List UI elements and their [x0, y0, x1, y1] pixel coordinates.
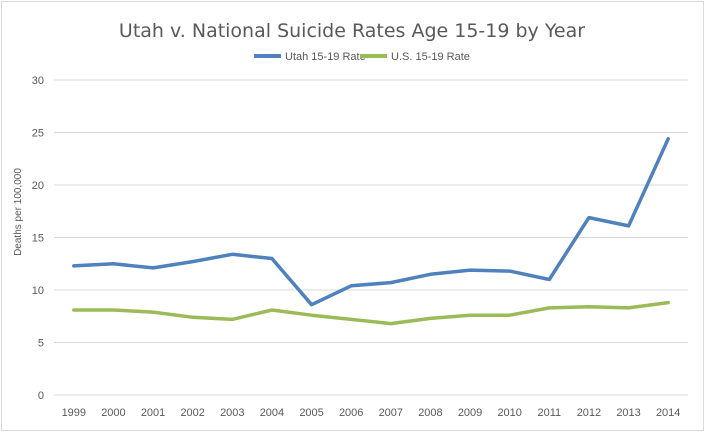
y-tick-label: 15	[32, 233, 44, 245]
utah-data-point	[310, 303, 313, 306]
us-data-point	[389, 322, 393, 325]
x-tick-label: 1999	[62, 407, 86, 419]
utah-data-point	[112, 262, 115, 265]
x-tick-label: 2011	[537, 407, 561, 419]
x-tick-labels: 1999 2000 2001 2002 2003 2004 2005 2006 2007 2008…	[62, 407, 681, 419]
y-tick-label: 30	[32, 75, 44, 87]
utah-data-point	[270, 257, 274, 260]
us-data-point	[112, 308, 115, 312]
y-tick-label: 20	[32, 180, 44, 192]
series-line-utah	[72, 137, 670, 307]
us-data-point	[231, 318, 234, 321]
x-tick-label: 2014	[656, 407, 680, 419]
y-tick-label: 25	[32, 128, 44, 140]
us-data-point	[151, 310, 155, 314]
chart-title: Utah v. National Suicide Rates Age 15-19…	[119, 20, 585, 42]
utah-data-point	[627, 224, 630, 228]
utah-data-point	[389, 281, 393, 284]
utah-data-point	[429, 273, 432, 276]
x-tick-label: 2001	[141, 407, 165, 419]
utah-data-point	[587, 216, 591, 219]
x-tick-label: 2003	[220, 407, 244, 419]
us-data-point	[468, 314, 472, 317]
us-data-point	[666, 301, 670, 304]
utah-data-point	[548, 278, 551, 281]
utah-data-point	[666, 137, 670, 140]
series-line-us	[72, 300, 670, 326]
us-data-point	[72, 308, 76, 312]
utah-data-point	[349, 284, 353, 287]
us-data-point	[548, 306, 551, 310]
us-data-point	[310, 314, 313, 317]
us-data-point	[508, 314, 511, 317]
utah-data-point	[72, 264, 76, 268]
x-tick-label: 2010	[497, 407, 521, 419]
x-tick-label: 2006	[339, 407, 363, 419]
x-tick-label: 2009	[458, 407, 482, 419]
us-data-point	[270, 308, 274, 312]
utah-data-point	[508, 269, 511, 273]
legend-label-us: U.S. 15-19 Rate	[391, 51, 470, 63]
x-tick-label: 2002	[180, 407, 204, 419]
x-tick-label: 2008	[418, 407, 442, 419]
utah-data-point	[151, 266, 155, 270]
gridlines	[54, 79, 688, 396]
legend-label-utah: Utah 15-19 Rate	[285, 51, 366, 63]
x-tick-label: 2005	[299, 407, 323, 419]
utah-data-point	[231, 253, 234, 256]
x-tick-label: 2004	[260, 407, 284, 419]
utah-data-point	[191, 260, 194, 263]
x-tick-label: 2012	[577, 407, 601, 419]
us-data-point	[429, 317, 432, 320]
us-data-point	[191, 316, 194, 319]
y-tick-label: 0	[38, 390, 44, 402]
us-data-point	[587, 305, 591, 308]
x-tick-label: 2007	[379, 407, 403, 419]
x-tick-label: 2000	[101, 407, 125, 419]
x-tick-label: 2013	[616, 407, 640, 419]
legend: Utah 15-19 Rate U.S. 15-19 Rate	[254, 51, 470, 63]
y-tick-label: 10	[32, 285, 44, 297]
y-tick-label: 5	[38, 338, 44, 350]
y-tick-labels: 0 5 10 15 20 25 30	[32, 75, 44, 402]
utah-data-point	[468, 268, 472, 272]
y-axis-label: Deaths per 100,000	[13, 168, 24, 256]
us-data-point	[349, 318, 353, 321]
series-lines	[72, 137, 670, 326]
us-data-point	[627, 306, 630, 310]
